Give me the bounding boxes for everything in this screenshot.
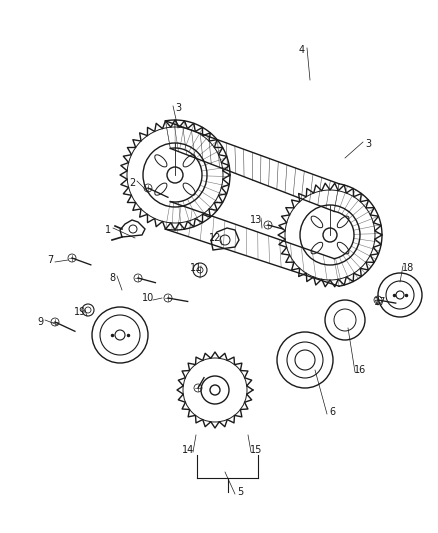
Text: 11: 11 <box>190 263 202 273</box>
Text: 8: 8 <box>109 273 115 283</box>
Text: 14: 14 <box>182 445 194 455</box>
Text: 3: 3 <box>175 103 181 113</box>
Text: 19: 19 <box>74 307 86 317</box>
Text: 15: 15 <box>250 445 262 455</box>
Text: 1: 1 <box>105 225 111 235</box>
Text: 7: 7 <box>47 255 53 265</box>
Text: 5: 5 <box>237 487 243 497</box>
Text: 12: 12 <box>209 233 221 243</box>
Text: 9: 9 <box>37 317 43 327</box>
Text: 16: 16 <box>354 365 366 375</box>
Text: 18: 18 <box>402 263 414 273</box>
Text: 3: 3 <box>365 139 371 149</box>
Text: 4: 4 <box>299 45 305 55</box>
Text: 10: 10 <box>142 293 154 303</box>
Text: 6: 6 <box>329 407 335 417</box>
Text: 17: 17 <box>374 297 386 307</box>
Text: 2: 2 <box>129 178 135 188</box>
Text: 13: 13 <box>250 215 262 225</box>
